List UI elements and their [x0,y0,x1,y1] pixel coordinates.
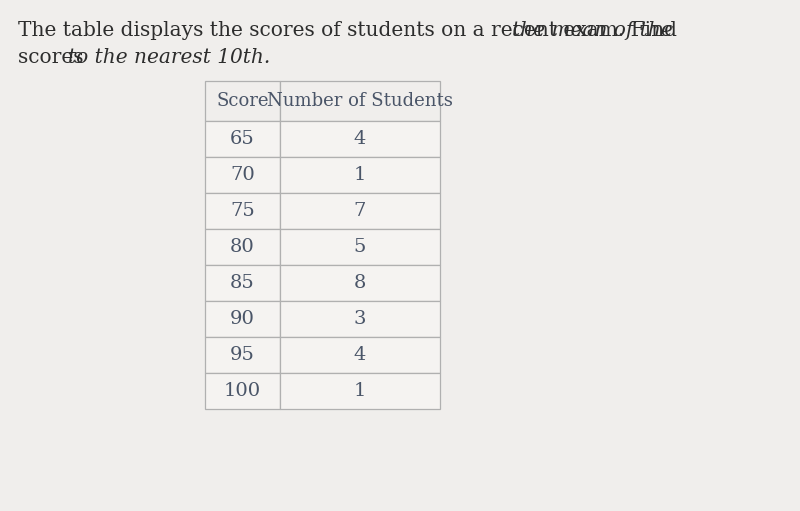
Text: 85: 85 [230,274,255,292]
Bar [205,193,280,229]
Text: 95: 95 [230,346,255,364]
Text: scores: scores [18,48,90,67]
Bar [280,337,440,373]
Bar [280,265,440,301]
Bar [205,301,280,337]
Text: 1: 1 [354,166,366,184]
Text: 75: 75 [230,202,255,220]
Bar [280,121,440,157]
Text: Score: Score [216,92,269,110]
Text: 100: 100 [224,382,261,400]
Text: Number of Students: Number of Students [267,92,453,110]
Text: 65: 65 [230,130,255,148]
Bar [280,193,440,229]
Bar [205,157,280,193]
Text: The table displays the scores of students on a recent exam. Find: The table displays the scores of student… [18,21,683,40]
Text: 90: 90 [230,310,255,328]
Text: 70: 70 [230,166,255,184]
Text: to the nearest 10th.: to the nearest 10th. [68,48,270,67]
Bar [280,81,440,121]
Bar [205,265,280,301]
Bar [280,301,440,337]
Bar [205,337,280,373]
Bar [280,373,440,409]
Text: 80: 80 [230,238,255,256]
Bar [280,157,440,193]
Text: 3: 3 [354,310,366,328]
Text: 4: 4 [354,130,366,148]
Text: 7: 7 [354,202,366,220]
Bar [205,229,280,265]
Text: 1: 1 [354,382,366,400]
Text: 5: 5 [354,238,366,256]
Bar [205,81,280,121]
Text: 8: 8 [354,274,366,292]
Text: 4: 4 [354,346,366,364]
Bar [205,121,280,157]
Bar [205,373,280,409]
Bar [280,229,440,265]
Text: the mean of the: the mean of the [512,21,673,40]
